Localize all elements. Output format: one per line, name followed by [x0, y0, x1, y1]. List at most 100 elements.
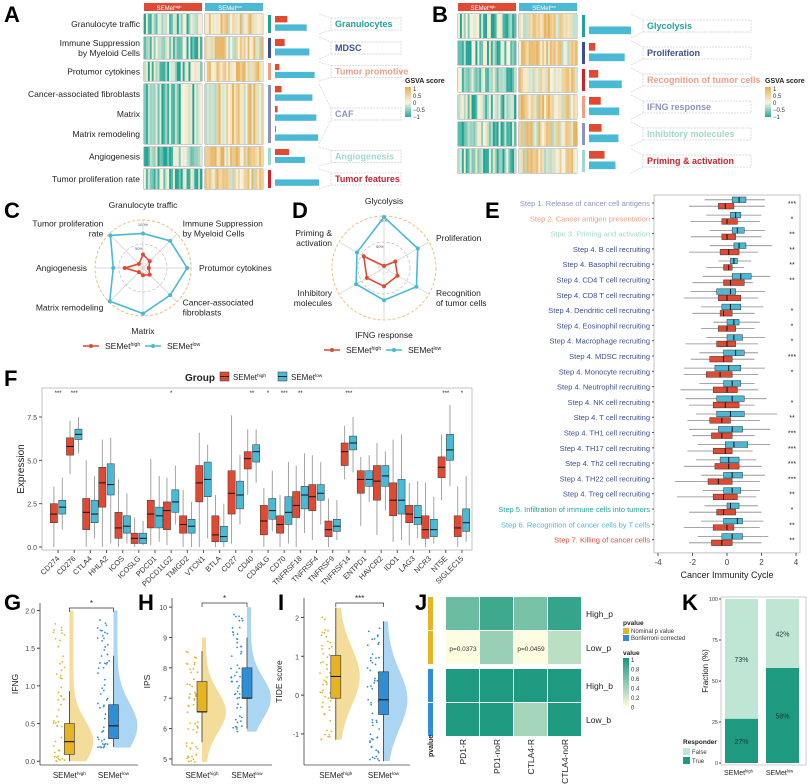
heatmap-cell	[171, 62, 174, 81]
data-point	[59, 676, 62, 679]
legend-title: Group	[185, 373, 215, 384]
row-annotation-bar	[428, 669, 433, 702]
heatmap-cell	[514, 597, 547, 630]
heatmap-cell	[526, 68, 529, 92]
heatmap-cell	[534, 41, 537, 65]
box	[446, 434, 454, 461]
heatmap-cell	[519, 122, 522, 146]
x-tick-label: SEMetlow	[766, 769, 794, 777]
heatmap-cell	[230, 84, 233, 144]
heatmap-cell	[220, 84, 223, 144]
data-point	[235, 671, 238, 674]
heatmap-cell	[573, 68, 576, 92]
legend-gradient-step	[765, 115, 771, 118]
heatmap-cell	[546, 14, 549, 38]
legend-gradient-step	[765, 105, 771, 107]
data-point	[187, 760, 190, 763]
heatmap-cell	[522, 41, 525, 65]
significance-mark: **	[789, 262, 795, 269]
heatmap-cell	[253, 169, 256, 189]
data-point	[240, 650, 243, 653]
significance-mark: **	[789, 538, 795, 545]
heatmap-cell	[208, 169, 211, 189]
category-label-box	[642, 127, 752, 141]
box	[227, 470, 236, 515]
significance-mark: ***	[788, 476, 796, 483]
heatmap-cell	[253, 14, 256, 34]
bar-high	[589, 43, 596, 51]
heatmap-cell	[528, 122, 531, 146]
heatmap-cell	[232, 147, 235, 166]
row-label: Immune Suppression	[60, 38, 141, 48]
step-label: Step 2. Cancer antigen presentation	[530, 214, 650, 223]
category-connector	[630, 67, 644, 93]
panel-label-c: C	[4, 198, 20, 223]
group-header-bar	[458, 3, 516, 11]
step-label: Step 4. Dendritic cell recruiting	[548, 306, 650, 315]
box	[726, 502, 740, 509]
heatmap-cell	[190, 14, 193, 34]
heatmap-cell	[149, 14, 152, 34]
heatmap-cell	[198, 37, 201, 59]
y-tick-label: 75	[712, 638, 718, 644]
heatmap-cell	[488, 149, 492, 173]
heatmap-cell	[567, 95, 570, 119]
x-tick-label: SEMetlow	[231, 771, 263, 780]
row-label: High_b	[586, 681, 613, 691]
data-point	[369, 659, 372, 662]
significance-mark: ***	[788, 201, 796, 208]
heatmap-cell	[490, 68, 493, 92]
bar-true	[766, 667, 799, 763]
data-point	[231, 627, 234, 629]
heatmap-cell	[214, 147, 217, 166]
heatmap-cell	[163, 147, 166, 166]
heatmap-cell	[161, 62, 164, 81]
heatmap-cell	[492, 41, 495, 65]
heatmap-cell	[514, 631, 547, 664]
legend-tick: 0.6	[631, 677, 640, 683]
step-label: Step 4. Th2 cell recruiting	[565, 459, 650, 468]
step-label: Step 1. Release of cancer cell antigens	[520, 199, 650, 208]
heatmap-cell	[504, 149, 507, 173]
significance-mark: ***	[788, 431, 796, 438]
heatmap-cell	[526, 95, 529, 119]
data-point	[104, 713, 107, 716]
data-point	[97, 738, 100, 741]
data-point	[325, 681, 328, 684]
legend-tick: 0.8	[631, 668, 640, 674]
radar-spoke	[338, 267, 385, 295]
heatmap-cell	[145, 84, 149, 144]
heatmap-cell	[549, 149, 553, 173]
heatmap-cell	[549, 122, 553, 146]
panel-label-e: E	[485, 198, 500, 223]
radar-point	[382, 298, 386, 303]
heatmap-cell	[544, 68, 547, 92]
heatmap-cell	[163, 37, 166, 59]
heatmap-cell	[253, 84, 256, 144]
heatmap-cell	[161, 84, 164, 144]
heatmap-cell	[534, 122, 537, 146]
heatmap-cell	[230, 147, 233, 166]
data-point	[101, 634, 104, 637]
box	[723, 518, 743, 525]
data-point	[238, 667, 241, 670]
heatmap-cell	[463, 41, 466, 65]
data-point	[60, 736, 63, 739]
heatmap-cell	[532, 14, 535, 38]
heatmap-cell	[487, 95, 490, 119]
heatmap-cell	[198, 84, 201, 144]
heatmap-cell	[147, 84, 150, 144]
heatmap-cell	[145, 147, 149, 166]
legend-tick: −1	[413, 115, 421, 121]
legend-gradient-step	[765, 88, 771, 91]
legend-label: SEMethigh	[346, 345, 381, 355]
heatmap-cell	[538, 14, 541, 38]
legend-gradient-step	[623, 666, 629, 669]
heatmap-cell	[519, 68, 522, 92]
heatmap-cell	[239, 62, 242, 81]
data-point	[104, 678, 106, 681]
heatmap-cell	[520, 95, 524, 119]
heatmap-cell	[479, 95, 482, 119]
heatmap-cell	[465, 122, 468, 146]
heatmap-cell	[232, 169, 235, 189]
